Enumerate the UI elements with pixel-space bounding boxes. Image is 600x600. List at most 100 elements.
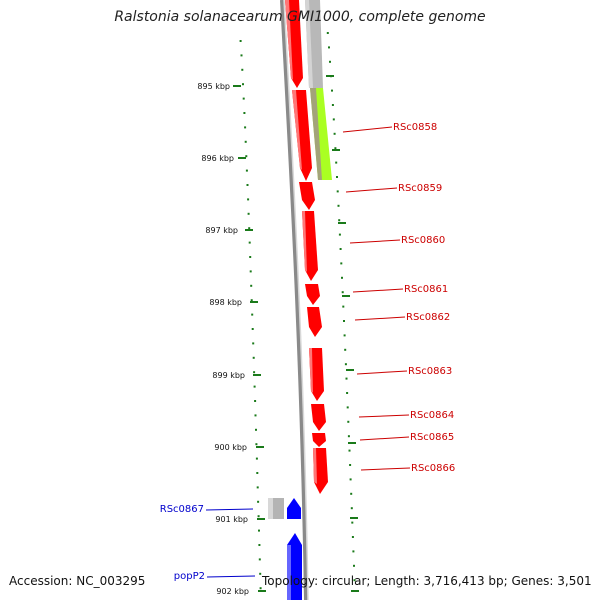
ruler-major: 895 kbp 896 kbp 897 kbp 898 kbp 899 kbp … xyxy=(197,82,266,596)
gene-label-popp2[interactable]: popP2 xyxy=(174,571,205,582)
gene-label-rsc0867[interactable]: RSc0867 xyxy=(160,504,204,515)
topology-text: Topology: circular; Length: 3,716,413 bp… xyxy=(262,574,592,588)
ruler-minor-tick xyxy=(332,118,335,121)
ruler-minor-tick xyxy=(256,486,259,489)
ruler-label-899: 899 kbp xyxy=(212,371,245,380)
ruler-minor-tick xyxy=(344,363,347,366)
ruler-minor-tick xyxy=(333,132,336,135)
ruler-minor-tick xyxy=(259,587,262,590)
gene-label-rsc0865[interactable]: RSc0865 xyxy=(410,432,454,443)
ruler-minor-tick xyxy=(345,377,348,380)
ruler-minor-tick xyxy=(248,241,251,244)
ruler-minor-tick xyxy=(331,89,333,92)
ruler-minor-tick xyxy=(248,227,251,230)
ruler-minor-tick xyxy=(353,564,355,567)
ruler-minor-tick xyxy=(340,262,343,265)
ruler-minor-tick xyxy=(343,334,346,337)
ruler-minor-tick xyxy=(337,204,340,207)
ruler-minor-tick xyxy=(341,276,343,279)
gene-label-rsc0866[interactable]: RSc0866 xyxy=(411,463,455,474)
ruler-minor-tick xyxy=(254,414,257,417)
ruler-minor-tick xyxy=(348,449,351,452)
ruler-minor-tick xyxy=(255,457,258,460)
ruler-label-896: 896 kbp xyxy=(201,154,234,163)
ruler-minor-tick xyxy=(244,126,247,129)
ruler-minor-tick xyxy=(246,184,249,186)
ruler-minor-tick xyxy=(242,97,245,100)
gene-label-rsc0860[interactable]: RSc0860 xyxy=(401,235,445,246)
ruler-minor-tick xyxy=(346,392,349,394)
gene-arrow-rsc0859[interactable] xyxy=(299,182,315,210)
ruler-minor-tick xyxy=(247,198,250,201)
ruler-minor-tick xyxy=(347,435,350,438)
ruler-minor-tick xyxy=(250,299,253,302)
ruler-minor-tick xyxy=(253,385,256,388)
ruler-minor-tick xyxy=(344,348,347,351)
ruler-minor-tick xyxy=(349,478,352,481)
ruler-minor-tick xyxy=(251,328,254,330)
gene-labels: RSc0858 RSc0859 RSc0860 RSc0861 RSc0862 … xyxy=(160,122,456,582)
ruler-minor-tick xyxy=(255,443,258,446)
ruler-minor-tick xyxy=(341,291,344,294)
ruler-minor-tick xyxy=(259,572,262,575)
gene-label-rsc0864[interactable]: RSc0864 xyxy=(410,410,454,421)
ruler-minor-tick xyxy=(245,155,248,158)
ruler-minor-tick xyxy=(241,68,244,71)
genome-backbone xyxy=(280,0,308,600)
ruler-minor-ticks-left xyxy=(239,40,262,590)
gene-label-rsc0861[interactable]: RSc0861 xyxy=(404,284,448,295)
ruler-minor-tick xyxy=(346,406,349,409)
ruler-minor-tick xyxy=(256,472,259,474)
ruler-minor-tick xyxy=(240,54,243,57)
ruler-minor-tick xyxy=(245,169,248,172)
ruler-minor-tick xyxy=(347,420,350,423)
ruler-minor-tick xyxy=(328,46,330,49)
gene-label-rsc0858[interactable]: RSc0858 xyxy=(393,122,437,133)
ruler-minor-tick xyxy=(339,248,342,250)
ruler-minor-tick xyxy=(336,176,338,178)
ruler-minor-tick xyxy=(255,428,257,431)
ruler-minor-tick xyxy=(351,536,354,538)
gene-arrow-rsc0865[interactable] xyxy=(312,433,326,447)
ruler-minor-tick xyxy=(249,270,252,273)
gene-label-rsc0862[interactable]: RSc0862 xyxy=(406,312,450,323)
ruler-minor-tick xyxy=(253,371,256,374)
ruler-label-900: 900 kbp xyxy=(214,443,247,452)
gene-arrow-rsc0867[interactable] xyxy=(287,498,301,519)
gene-arrow-rsc0861[interactable] xyxy=(305,284,320,305)
ruler-minor-tick xyxy=(258,558,261,561)
ruler-minor-tick xyxy=(257,515,260,518)
ruler-major-right xyxy=(326,75,359,592)
forward-genes xyxy=(285,0,328,494)
ruler-minor-tick xyxy=(239,40,242,42)
label-leaders xyxy=(205,126,411,578)
ruler-minor-tick xyxy=(254,400,257,402)
ruler-minor-tick xyxy=(242,83,244,86)
ruler-minor-tick xyxy=(336,190,339,193)
ruler-label-898: 898 kbp xyxy=(209,298,242,307)
gene-label-rsc0859[interactable]: RSc0859 xyxy=(398,183,442,194)
ruler-minor-tick xyxy=(326,32,329,34)
gene-arrow-rsc0864[interactable] xyxy=(311,404,326,431)
ruler-minor-tick xyxy=(335,161,338,164)
ruler-minor-ticks-right xyxy=(326,32,356,582)
ruler-minor-tick xyxy=(352,550,355,553)
reverse-genes xyxy=(268,498,302,600)
genome-backbone-highlight xyxy=(283,0,309,600)
ruler-minor-tick xyxy=(247,212,250,215)
ruler-minor-tick xyxy=(252,342,255,345)
ruler-minor-tick xyxy=(334,147,337,150)
ruler-minor-tick xyxy=(351,521,354,524)
ruler-minor-tick xyxy=(350,507,353,510)
gene-arrow-rsc0862[interactable] xyxy=(307,307,322,337)
gene-label-rsc0863[interactable]: RSc0863 xyxy=(408,366,452,377)
ruler-minor-tick xyxy=(342,305,345,308)
ruler-minor-tick xyxy=(338,233,341,236)
ruler-label-895: 895 kbp xyxy=(197,82,230,91)
ruler-minor-tick xyxy=(249,256,252,258)
ruler-minor-tick xyxy=(257,500,260,503)
ruler-minor-tick xyxy=(251,313,254,316)
ruler-minor-tick xyxy=(258,544,261,546)
ruler-minor-tick xyxy=(250,284,253,287)
